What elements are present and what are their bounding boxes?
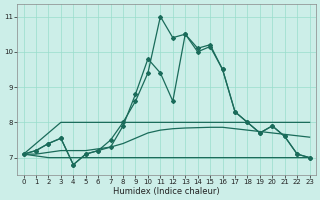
X-axis label: Humidex (Indice chaleur): Humidex (Indice chaleur) xyxy=(113,187,220,196)
